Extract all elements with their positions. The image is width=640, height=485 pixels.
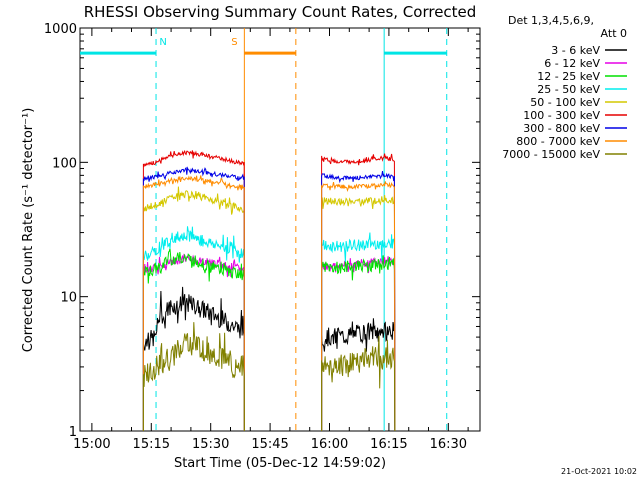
x-tick-label: 15:00 <box>73 437 110 452</box>
y-axis-label: Corrected Count Rate (s⁻¹ detector⁻¹) <box>21 108 36 353</box>
series-trace <box>142 175 245 432</box>
x-tick-label: 15:30 <box>192 437 229 452</box>
series-trace <box>321 255 396 432</box>
flag-label: N <box>159 37 166 48</box>
series-trace <box>142 253 245 432</box>
series-trace <box>321 181 396 432</box>
series-7000-15000keV <box>142 322 396 432</box>
x-tick-label: 16:30 <box>430 437 467 452</box>
legend-entry-label: 25 - 50 keV <box>537 83 600 96</box>
x-tick-label: 15:45 <box>251 437 288 452</box>
series-trace <box>321 171 396 432</box>
series-trace <box>321 335 396 432</box>
detector-label: Det 1,3,4,5,6,9, <box>508 14 594 27</box>
x-axis-label: Start Time (05-Dec-12 14:59:02) <box>174 456 386 471</box>
legend-entry-label: 12 - 25 keV <box>537 70 600 83</box>
series-trace <box>142 226 245 432</box>
legend-entry-label: 7000 - 15000 keV <box>502 148 600 161</box>
plot-frame <box>79 27 481 432</box>
series-trace <box>321 194 396 432</box>
series-800-7000keV <box>142 175 396 432</box>
y-tick-label: 100 <box>52 156 77 171</box>
series-3-6keV <box>142 286 396 432</box>
data-series <box>142 149 396 432</box>
x-tick-label: 16:00 <box>311 437 348 452</box>
flag-label: S <box>231 37 237 48</box>
series-trace <box>142 248 245 432</box>
timestamp: 21-Oct-2021 10:02 <box>561 467 637 476</box>
series-12-25keV <box>142 248 396 432</box>
attenuator-label: Att 0 <box>601 27 627 40</box>
series-trace <box>142 322 245 432</box>
x-tick-label: 16:15 <box>370 437 407 452</box>
series-trace <box>321 153 396 432</box>
series-100-300keV <box>142 149 396 432</box>
series-trace <box>142 286 245 432</box>
legend-entry-label: 50 - 100 keV <box>530 96 600 109</box>
y-tick-label: 1 <box>69 425 77 440</box>
series-50-100keV <box>142 186 396 432</box>
chart-title: RHESSI Observing Summary Count Rates, Co… <box>84 3 477 21</box>
series-trace <box>321 318 396 432</box>
series-trace <box>142 166 245 432</box>
series-25-50keV <box>142 226 396 432</box>
legend-entry-label: 6 - 12 keV <box>544 57 600 70</box>
series-trace <box>321 232 396 432</box>
series-trace <box>142 149 245 432</box>
axes: 15:00 15:15 15:30 15:45 16:00 16:15 16:30 1 10 10… <box>44 22 480 452</box>
legend-entry-label: 800 - 7000 keV <box>516 135 600 148</box>
legend-entry-label: 3 - 6 keV <box>551 44 600 57</box>
series-trace <box>142 186 245 432</box>
x-tick-label: 15:15 <box>133 437 170 452</box>
series-6-12keV <box>142 253 396 432</box>
y-tick-label: 1000 <box>44 22 77 37</box>
series-300-800keV <box>142 166 396 432</box>
legend-entry-label: 100 - 300 keV <box>523 109 600 122</box>
y-tick-label: 10 <box>60 291 77 306</box>
legend-entry-label: 300 - 800 keV <box>523 122 600 135</box>
